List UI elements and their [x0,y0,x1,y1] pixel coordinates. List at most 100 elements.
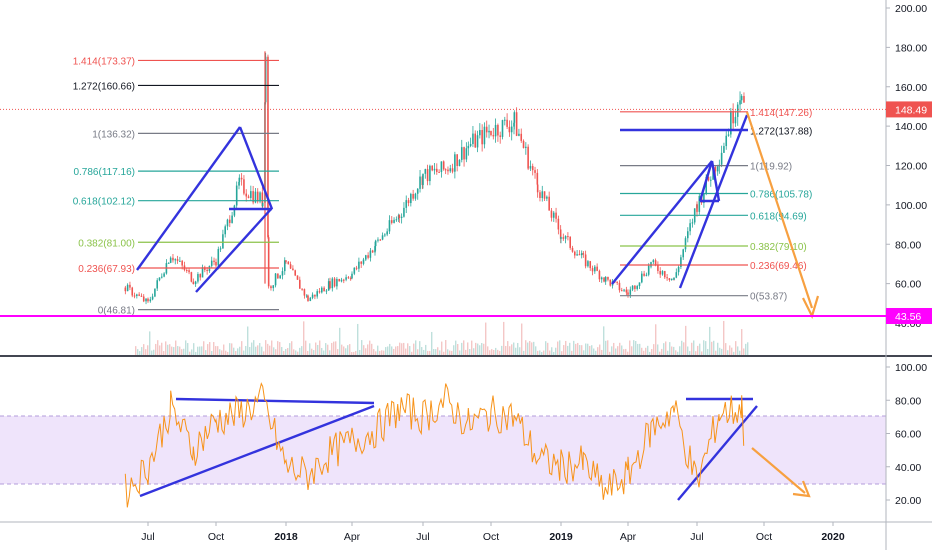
candle-body [329,281,331,289]
volume-bar [529,340,531,355]
candle-body [743,96,745,103]
volume-bar [325,343,327,355]
volume-bar [429,350,431,355]
candle-body [725,135,728,147]
candle-body [740,96,743,101]
volume-bar [721,348,723,355]
volume-bar [245,346,247,355]
volume-bar [169,344,171,355]
volume-bar [555,347,557,355]
volume-bar [171,346,173,355]
volume-bar [329,350,331,355]
volume-bar [311,348,313,355]
candle-body [661,271,664,275]
volume-bar [145,349,147,355]
candle-body [136,294,138,297]
volume-bar [309,343,311,355]
candle-body [161,276,163,278]
candle-body [576,254,578,256]
candle-body [256,191,259,202]
forecast-arrow[interactable] [745,111,814,309]
trendline[interactable] [710,160,721,202]
volume-bar [497,349,499,355]
volume-bar [317,344,319,355]
candle-body [600,277,603,280]
fib-level-label: 0(53.87) [750,292,787,303]
volume-bar [559,340,561,355]
rsi-trendline[interactable] [677,405,758,501]
volume-bar [481,342,483,355]
volume-bar [375,351,377,355]
candle-body [531,166,534,171]
candle-body [360,261,362,264]
volume-bar [501,345,503,355]
time-axis-label: 2020 [821,531,845,543]
volume-bar [707,348,709,355]
volume-bar [263,351,265,355]
candle-body [294,270,296,276]
candle-body [349,278,352,280]
volume-bar [719,347,721,355]
candle-body [469,144,472,146]
volume-bar [703,340,705,355]
rsi-axis-label: 20.00 [895,495,921,507]
volume-bar [305,340,307,355]
candle-body [231,215,233,223]
candle-body [142,296,145,302]
volume-bar [739,350,741,355]
candle-body [197,274,199,282]
volume-bar [407,343,409,355]
candle-body [345,277,347,280]
rsi-trendline[interactable] [175,397,375,405]
forecast-arrow[interactable] [751,447,806,494]
candle-body [367,255,369,258]
volume-bar [507,341,509,355]
candle-body [513,112,516,123]
candle-body [154,288,156,297]
trendline[interactable] [238,126,274,210]
candle-body [398,215,401,218]
trendline[interactable] [195,207,273,293]
volume-bar [385,347,387,355]
volume-bar [593,348,595,355]
candle-body [557,218,560,230]
volume-bar [679,346,681,355]
volume-bar [473,348,475,355]
candle-body [623,289,625,291]
volume-bar [601,349,603,355]
volume-bar [313,350,315,355]
candle-body [732,110,734,124]
trendline[interactable] [698,160,714,202]
volume-bar [597,347,599,355]
trendline[interactable] [136,126,241,271]
volume-bar [173,347,175,355]
volume-bar [247,326,249,355]
volume-bar [587,343,589,355]
volume-bar [315,342,317,355]
candle-body [645,274,648,276]
volume-bar [351,351,353,355]
volume-bar [729,345,731,355]
volume-bar [463,340,465,355]
candle-body [426,169,429,182]
volume-bar [681,340,683,355]
candle-body [449,168,452,172]
volume-bar [257,345,259,355]
volume-bar [637,343,639,355]
candle-body [176,259,179,261]
candle-body [379,239,382,241]
volume-bar [691,342,693,355]
volume-bar [589,345,591,355]
candle-body [497,124,499,136]
volume-bar [523,350,525,355]
candle-body [598,270,601,280]
volume-bar [343,346,345,355]
rsi-trendline[interactable] [139,404,375,498]
candle-body [529,166,532,169]
trendline[interactable] [611,160,713,285]
volume-bar [413,343,415,355]
candle-body [666,277,668,279]
volume-bar [635,341,637,355]
candle-body [287,261,290,265]
